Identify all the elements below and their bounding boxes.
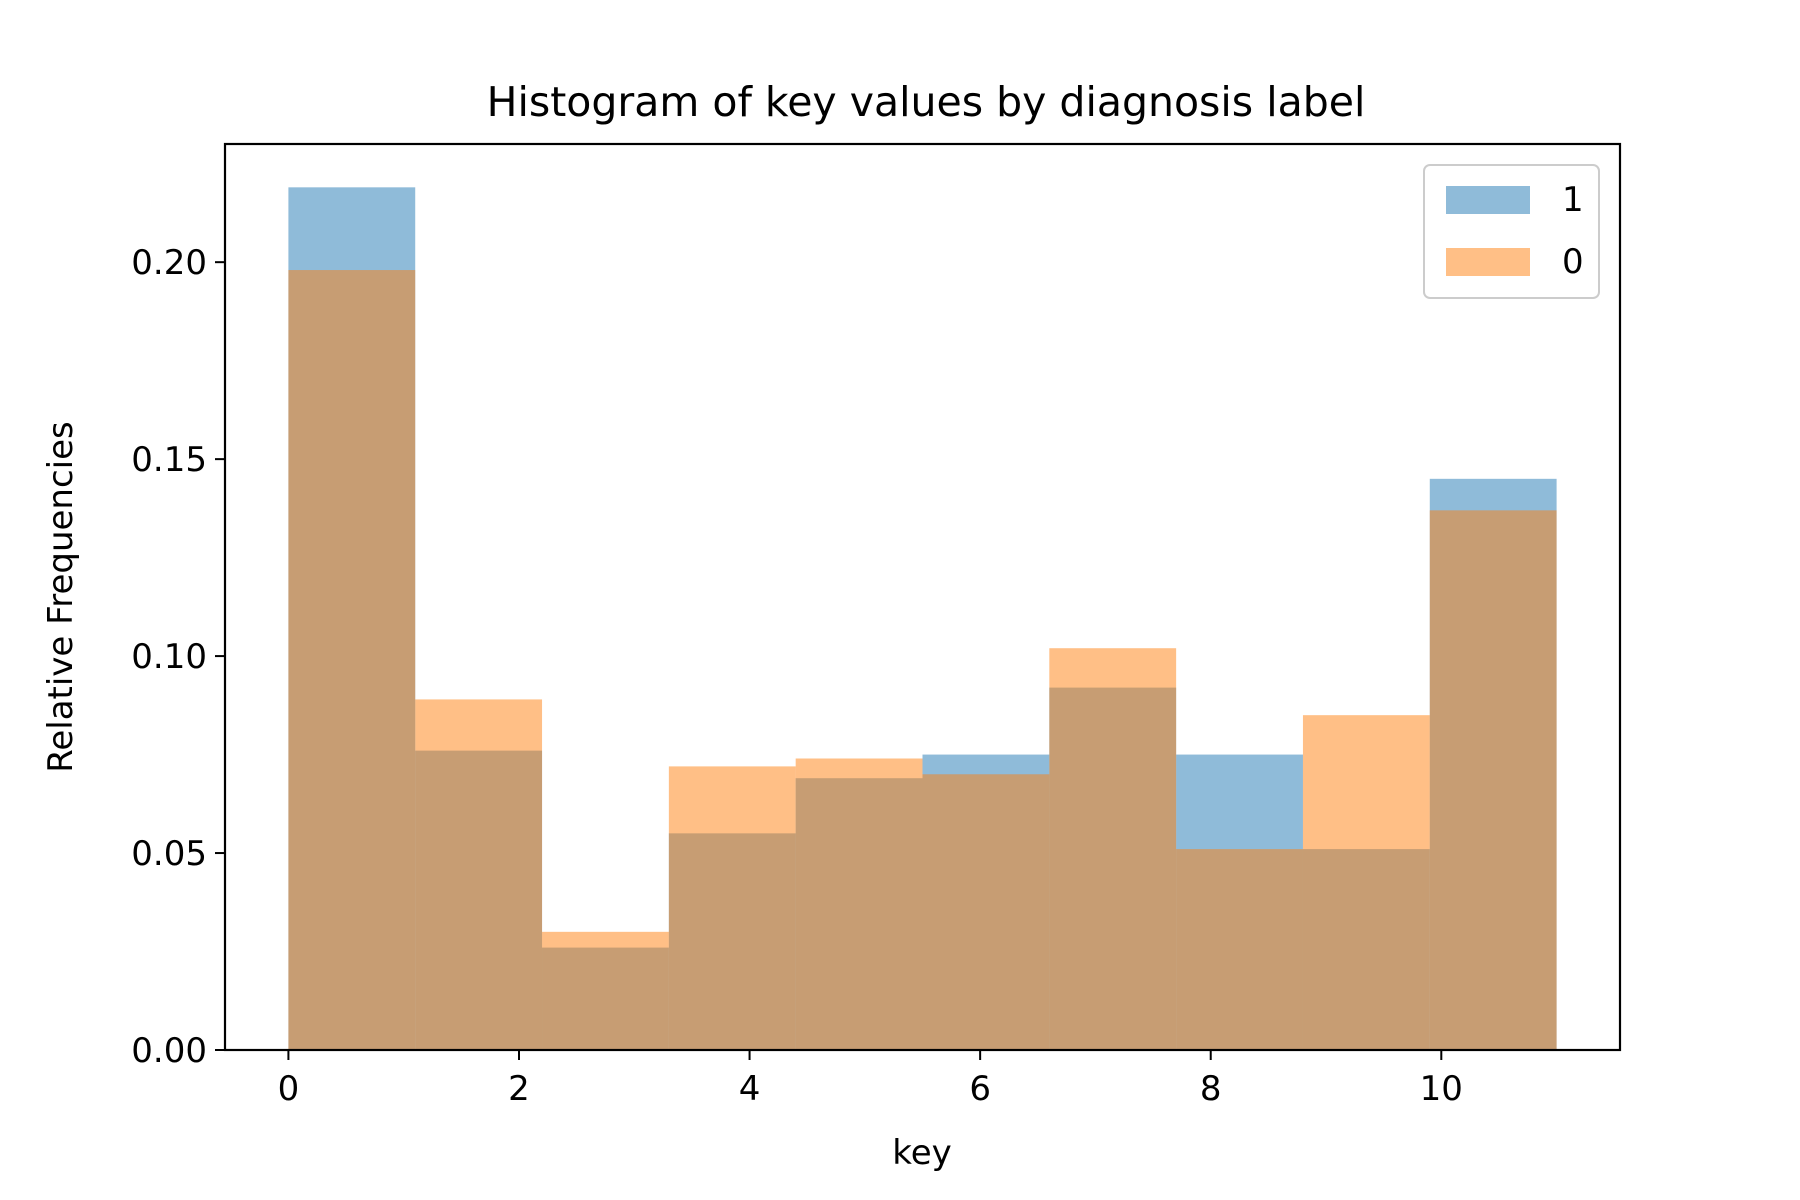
x-tick-label: 4 bbox=[739, 1069, 761, 1109]
bar-series-0-bin-7 bbox=[1176, 849, 1303, 1050]
x-tick-label: 8 bbox=[1200, 1069, 1222, 1109]
bar-series-0-bin-3 bbox=[668, 766, 796, 1050]
bar-series-0-bin-2 bbox=[542, 931, 669, 1050]
bars-layer bbox=[288, 187, 1557, 1051]
x-tick-label: 6 bbox=[969, 1069, 991, 1109]
y-axis-ticks: 0.00 0.05 0.10 0.15 0.20 bbox=[131, 243, 225, 1071]
x-axis-label: key bbox=[892, 1133, 952, 1173]
bar-series-0-bin-4 bbox=[795, 758, 923, 1050]
y-axis-label: Relative Frequencies bbox=[41, 421, 81, 773]
y-tick-label: 0.10 bbox=[131, 637, 207, 677]
y-tick-label: 0.00 bbox=[131, 1031, 207, 1071]
legend-swatch-1 bbox=[1446, 186, 1530, 214]
bar-series-0-bin-8 bbox=[1302, 715, 1430, 1050]
bar-series-0-bin-1 bbox=[415, 699, 543, 1050]
bar-series-0-bin-6 bbox=[1049, 648, 1177, 1050]
legend-swatch-0 bbox=[1446, 248, 1530, 276]
y-tick-label: 0.15 bbox=[131, 440, 207, 480]
legend-label-0: 0 bbox=[1562, 242, 1584, 282]
x-tick-label: 0 bbox=[278, 1069, 300, 1109]
bar-series-0-bin-9 bbox=[1429, 510, 1557, 1051]
x-tick-label: 10 bbox=[1420, 1069, 1463, 1109]
plot-frame bbox=[223, 142, 1622, 1052]
legend-label-1: 1 bbox=[1562, 180, 1584, 220]
bar-series-0-bin-5 bbox=[922, 774, 1050, 1050]
y-tick-label: 0.20 bbox=[131, 243, 207, 283]
legend: 10 bbox=[1423, 164, 1600, 299]
x-axis-ticks: 0 2 4 6 8 10 bbox=[278, 1050, 1463, 1109]
chart-title: Histogram of key values by diagnosis lab… bbox=[487, 78, 1366, 126]
bar-series-0-bin-0 bbox=[288, 270, 416, 1050]
x-tick-label: 2 bbox=[508, 1069, 530, 1109]
y-tick-label: 0.05 bbox=[131, 834, 207, 874]
